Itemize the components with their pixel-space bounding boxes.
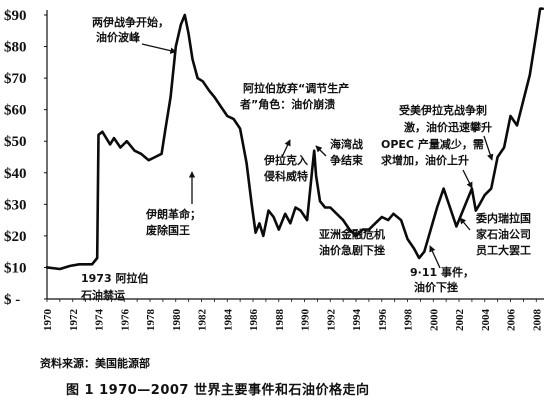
annotation-asia-crisis-1: 亚洲金融危机 xyxy=(319,227,385,241)
y-tick-label: $10 xyxy=(4,260,27,276)
y-axis-ticks: $ - $10 $20 $30 $40 $50 $60 $70 $80 $90 xyxy=(4,8,47,308)
annotation-iraq-war-1: 受美伊拉克战争刺 xyxy=(399,103,487,117)
annotation-embargo-1: 1973 阿拉伯 xyxy=(81,271,148,285)
x-tick-label: 1984 xyxy=(222,309,234,332)
y-tick-label: $70 xyxy=(4,71,27,87)
annotation-opec-2: 求增加，油价上升 xyxy=(381,153,469,167)
annotation-venezuela-1: 委内瑞拉国 xyxy=(475,211,531,225)
x-tick-label: 1998 xyxy=(403,309,415,332)
x-tick-label: 1970 xyxy=(42,309,54,332)
arrow-gulf-war-end xyxy=(315,145,327,157)
annotation-venezuela-3: 员工大罢工 xyxy=(476,243,531,257)
oil-price-line xyxy=(45,7,545,271)
source-note: 资料来源：美国能源部 xyxy=(40,357,150,370)
annotation-kuwait-1: 伊拉克入 xyxy=(263,153,308,167)
annotation-iran-iraq-war-2: 油价波峰 xyxy=(96,30,141,44)
y-tick-label: $80 xyxy=(4,40,27,56)
x-tick-label: 2006 xyxy=(506,309,518,332)
annotation-911-2: 油价下挫 xyxy=(414,280,458,294)
annotation-arab-swing-1: 阿拉伯放弃“调节生产 xyxy=(243,81,349,95)
annotation-iraq-war-2: 激，油价迅速攀升 xyxy=(404,120,492,134)
y-tick-label: $50 xyxy=(4,134,27,150)
annotation-kuwait-2: 侵科威特 xyxy=(263,169,308,183)
annotation-opec-1: OPEC 产量减少，需 xyxy=(381,137,484,151)
arrow-venezuela xyxy=(459,217,471,231)
y-tick-label: $40 xyxy=(4,166,27,182)
x-tick-label: 1982 xyxy=(197,309,209,332)
y-tick-label: $ - xyxy=(4,292,20,308)
annotation-venezuela-2: 家石油公司 xyxy=(476,227,531,241)
x-tick-label: 2004 xyxy=(480,309,492,332)
x-tick-label: 1990 xyxy=(300,309,312,332)
y-tick-label: $30 xyxy=(4,197,27,213)
annotation-iran-iraq-war-1: 两伊战争开始， xyxy=(92,15,169,29)
annotation-911-1: 9·11 事件， xyxy=(410,265,474,279)
annotation-arab-swing-2: 者”角色：油价崩溃 xyxy=(239,97,335,111)
annotation-embargo-2: 石油禁运 xyxy=(80,288,125,302)
x-tick-label: 1988 xyxy=(274,309,286,332)
x-tick-label: 1980 xyxy=(171,309,183,332)
x-axis-ticks: 1970 1972 1974 1976 1978 1980 1982 1984 1986 1988… xyxy=(42,299,543,331)
x-tick-label: 1978 xyxy=(145,309,157,332)
x-tick-label: 2002 xyxy=(454,309,466,332)
axes xyxy=(46,10,544,300)
x-tick-label: 1974 xyxy=(94,309,106,332)
annotation-iran-revolution-1: 伊朗革命； xyxy=(145,207,201,221)
x-tick-label: 2000 xyxy=(428,309,440,332)
arrow-iran-iraq-war xyxy=(141,43,177,54)
annotation-gulf-war-end-2: 争结束 xyxy=(330,153,364,167)
x-tick-label: 1972 xyxy=(68,309,80,332)
oil-price-chart: $ -$10$20$30$40$50$60$70$80$90 1970 1972 1… xyxy=(4,7,545,331)
x-tick-label: 1994 xyxy=(351,309,363,332)
arrow-kuwait xyxy=(281,139,291,158)
y-tick-label: $90 xyxy=(4,8,27,24)
y-tick-label: $60 xyxy=(4,103,27,119)
annotation-gulf-war-end-1: 海湾战 xyxy=(330,137,363,151)
arrow-iraq-war xyxy=(483,135,494,161)
series-group xyxy=(45,7,545,271)
arrow-opec xyxy=(462,169,473,189)
y-tick-label: $20 xyxy=(4,229,27,245)
arrow-911 xyxy=(429,245,441,269)
x-tick-label: 1976 xyxy=(119,309,131,332)
annotation-asia-crisis-2: 油价急剧下挫 xyxy=(319,243,385,257)
x-tick-label: 1996 xyxy=(377,309,389,332)
x-tick-label: 1986 xyxy=(248,309,260,332)
annotation-iran-revolution-2: 废除国王 xyxy=(146,223,190,237)
annotation-arrows xyxy=(141,43,494,269)
x-tick-label: 1992 xyxy=(325,309,337,332)
figure-caption: 图 1 1970—2007 世界主要事件和石油价格走向 xyxy=(66,383,370,398)
x-tick-label: 2008 xyxy=(531,309,543,332)
